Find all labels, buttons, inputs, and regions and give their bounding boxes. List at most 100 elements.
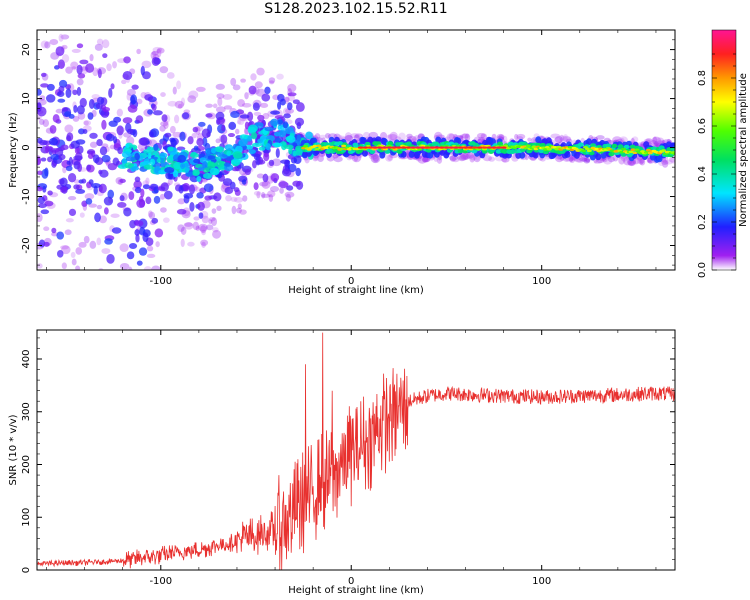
spectrogram-cell xyxy=(50,154,60,161)
spectrogram-cell xyxy=(40,157,47,162)
spectrogram-cell xyxy=(237,99,246,107)
spectrogram-cell xyxy=(294,117,305,127)
spectrogram-cell xyxy=(45,94,56,103)
spectrogram-cell xyxy=(46,83,55,91)
spectrogram-cell xyxy=(268,159,275,167)
spectrogram-cell xyxy=(584,147,590,151)
spectrogram-cell xyxy=(525,144,531,148)
spectrogram-cell xyxy=(221,124,226,132)
spectrogram-cell xyxy=(183,222,193,227)
spectrogram-cell xyxy=(553,137,562,145)
spectrogram-cell xyxy=(491,133,497,140)
colorbar-tick-label: 0.4 xyxy=(697,166,708,182)
spectrogram-cell xyxy=(182,182,190,192)
spectrogram-cell xyxy=(128,266,133,270)
spectrogram-cell xyxy=(189,201,195,212)
spectrogram-cell xyxy=(149,158,156,166)
spectrogram-cell xyxy=(60,245,69,250)
spectrogram-cell xyxy=(235,128,240,135)
spectrogram-cell xyxy=(384,149,391,154)
spectrogram-cell xyxy=(39,95,46,101)
spectrogram-cell xyxy=(256,67,265,76)
spectrogram-cell xyxy=(670,156,675,164)
spectrogram-cell xyxy=(55,108,64,114)
spectrogram-cell xyxy=(51,232,59,237)
spectrogram-cell xyxy=(135,233,140,243)
spectrogram-cell xyxy=(156,48,162,58)
spectrogram-cell xyxy=(88,99,95,110)
spectrogram-cell xyxy=(215,160,225,168)
spectrogram-cell xyxy=(51,227,57,234)
spectrogram-cell xyxy=(204,195,213,201)
spectrogram-cell xyxy=(608,151,615,157)
spectrogram-cell xyxy=(594,147,600,151)
spectrogram-cell xyxy=(102,106,111,112)
spectrogram-cell xyxy=(146,253,156,259)
spectrogram-cell xyxy=(527,137,532,142)
spectrogram-cell xyxy=(200,239,209,246)
spectrogram-cell xyxy=(620,152,627,157)
spectrogram-cell xyxy=(429,146,436,149)
colorbar-label: Normalized spectral amplitude xyxy=(738,73,749,227)
spectrogram-cell xyxy=(42,119,50,127)
spectrogram-cell xyxy=(159,193,166,200)
spectrogram-cell xyxy=(333,156,343,163)
spectrogram-cell xyxy=(159,66,169,74)
spectrogram-cell xyxy=(201,215,209,224)
spectrogram-cell xyxy=(586,149,592,153)
spectrogram-cell xyxy=(89,240,97,249)
spectrogram-cell xyxy=(460,153,471,160)
spectrogram-cell xyxy=(287,83,297,93)
spectrogram-cell xyxy=(176,80,182,90)
spectrogram-cell xyxy=(372,153,380,162)
spectrogram-cell xyxy=(200,225,207,234)
spectrogram-cell xyxy=(134,220,144,227)
spectrogram-cell xyxy=(316,144,322,148)
spectrogram-cell xyxy=(457,146,464,149)
spectrogram-cell xyxy=(52,114,60,123)
spectrogram-cell xyxy=(166,72,175,79)
spectrogram-cell xyxy=(248,85,257,95)
spectrogram-cell xyxy=(176,208,187,215)
spectrogram-cell xyxy=(101,119,107,130)
spectrogram-cell xyxy=(136,48,141,55)
spectrogram-cell xyxy=(107,189,115,199)
spectrogram-cell xyxy=(339,147,345,150)
spectrogram-cell xyxy=(123,207,132,217)
spectrogram-cell xyxy=(630,148,636,152)
spectrogram-cell xyxy=(177,224,185,232)
spectrogram-cell xyxy=(294,149,303,156)
spectrogram-cell xyxy=(560,135,568,143)
spectrogram-cell xyxy=(101,154,111,163)
spectrogram-cell xyxy=(79,212,85,218)
spectrogram-cell xyxy=(509,149,516,155)
spectrogram-cell xyxy=(141,60,152,69)
spectrogram-cell xyxy=(337,141,344,146)
spectrogram-cell xyxy=(618,156,626,165)
spectrogram-cell xyxy=(49,124,57,134)
spectrogram-cell xyxy=(88,203,98,208)
spectrogram-xtick-label: 100 xyxy=(532,276,551,287)
spectrogram-cell xyxy=(544,145,550,149)
spectrogram-cell xyxy=(228,121,237,131)
spectrogram-cell xyxy=(83,120,92,126)
spectrogram-cell xyxy=(37,196,46,204)
spectrogram-cell xyxy=(104,238,113,245)
spectrogram-cell xyxy=(89,141,98,148)
spectrogram-cell xyxy=(277,101,282,110)
spectrogram-cell xyxy=(345,135,354,141)
spectrogram-cell xyxy=(64,229,72,236)
spectrogram-cell xyxy=(117,201,127,208)
spectrogram-cell xyxy=(593,159,603,164)
spectrogram-cell xyxy=(238,138,248,147)
spectrogram-cell xyxy=(201,128,211,139)
spectrogram-cell xyxy=(581,158,590,163)
spectrogram-cell xyxy=(44,41,51,49)
spectrogram-cell xyxy=(486,146,493,149)
spectrogram-cell xyxy=(76,78,84,86)
spectrogram-frame xyxy=(36,29,676,271)
spectrogram-cell xyxy=(619,150,625,154)
spectrogram-cell xyxy=(155,241,160,248)
spectrogram-cell xyxy=(293,155,302,165)
